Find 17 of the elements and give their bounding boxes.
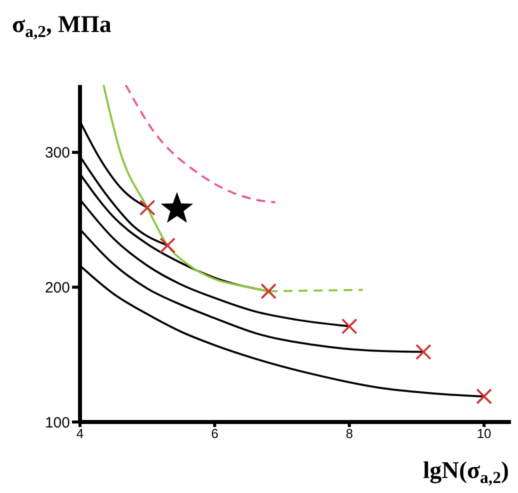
x-tick-label: 10 bbox=[476, 426, 492, 442]
line-series bbox=[124, 85, 276, 204]
point bbox=[415, 344, 432, 360]
x-tick-label: 6 bbox=[211, 426, 218, 442]
y-axis-title: σ$_{a,2}$, МПа bbox=[12, 12, 112, 42]
x-tick-label: 4 bbox=[76, 426, 84, 442]
x-axis-title: lgN(σ$_{a,2}$) bbox=[422, 458, 509, 488]
point bbox=[160, 237, 176, 254]
x-tick-label: 8 bbox=[346, 426, 353, 442]
y-tick-label: 300 bbox=[44, 144, 70, 162]
point bbox=[139, 200, 156, 216]
y-tick-label: 200 bbox=[44, 280, 70, 297]
point bbox=[260, 283, 277, 300]
y-tick-label: 100 bbox=[44, 414, 70, 432]
point bbox=[160, 192, 194, 223]
point bbox=[341, 318, 358, 334]
point bbox=[476, 388, 492, 404]
